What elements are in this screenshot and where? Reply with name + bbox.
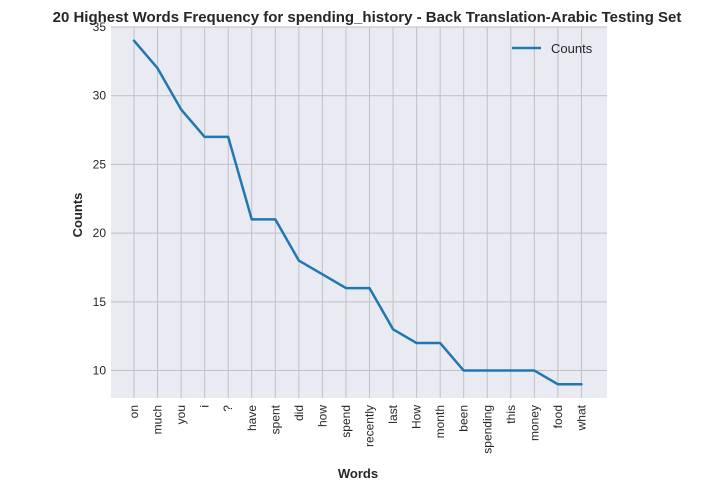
x-tick-label: this: [504, 405, 518, 424]
data-point: [297, 259, 300, 262]
y-tick-label: 15: [93, 295, 107, 309]
x-tick-label: i: [198, 405, 212, 408]
data-point: [203, 135, 206, 138]
x-tick-label: last: [386, 404, 400, 423]
y-tick-label: 10: [93, 364, 107, 378]
x-tick-label: spending: [480, 405, 494, 454]
x-tick-label: recently: [363, 405, 377, 447]
y-axis-label: Counts: [70, 193, 85, 238]
data-point: [156, 67, 159, 70]
x-tick-label: month: [433, 405, 447, 438]
chart-title: 20 Highest Words Frequency for spending_…: [53, 9, 682, 26]
data-point: [227, 135, 230, 138]
grid: [111, 26, 607, 398]
legend-label: Counts: [551, 41, 593, 56]
data-point: [321, 273, 324, 276]
data-point: [486, 369, 489, 372]
data-point: [556, 383, 559, 386]
data-point: [368, 287, 371, 290]
data-point: [274, 218, 277, 221]
data-point: [580, 383, 583, 386]
series-line: [132, 39, 583, 386]
x-tick-label: How: [410, 405, 424, 429]
x-tick-label: food: [551, 405, 565, 428]
data-point: [344, 287, 347, 290]
x-tick-label: spend: [339, 405, 353, 438]
x-tick-label: much: [151, 405, 165, 434]
data-point: [415, 342, 418, 345]
data-point: [439, 342, 442, 345]
data-point: [250, 218, 253, 221]
y-tick-label: 20: [93, 226, 107, 240]
y-tick-label: 25: [93, 157, 107, 171]
data-point: [533, 369, 536, 372]
y-axis: 10 15 20 25 30 35: [93, 20, 107, 378]
x-tick-label: money: [527, 405, 541, 441]
data-point: [462, 369, 465, 372]
y-tick-label: 35: [93, 20, 107, 34]
x-tick-label: on: [127, 405, 141, 418]
data-point: [180, 108, 183, 111]
legend: Counts: [512, 41, 593, 56]
x-tick-label: what: [574, 404, 588, 431]
x-tick-label: have: [245, 405, 259, 431]
x-axis-label: Words: [338, 466, 378, 481]
x-tick-label: been: [457, 405, 471, 432]
data-point: [509, 369, 512, 372]
x-tick-label: spent: [268, 404, 282, 434]
data-point: [133, 39, 136, 42]
x-tick-label: how: [315, 405, 329, 427]
data-point: [392, 328, 395, 331]
x-tick-label: ?: [221, 405, 235, 412]
plot-area: [111, 27, 607, 398]
y-tick-label: 30: [93, 89, 107, 103]
x-axis: on much you i? have spent did how spend recently l…: [127, 404, 588, 453]
x-tick-label: you: [174, 405, 188, 424]
series-layer: [132, 39, 583, 386]
x-tick-label: did: [292, 405, 306, 421]
